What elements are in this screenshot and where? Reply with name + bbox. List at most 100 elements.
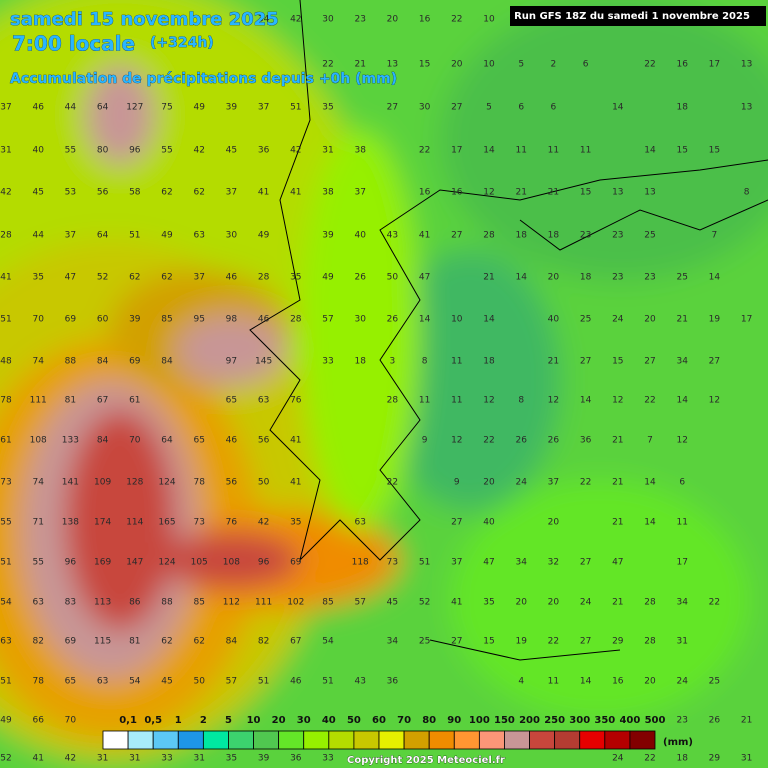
grid-value: 28 xyxy=(644,598,656,608)
legend-swatch xyxy=(202,730,229,750)
grid-value: 5 xyxy=(486,103,492,113)
grid-value: 33 xyxy=(161,754,172,764)
grid-value: 13 xyxy=(741,103,752,113)
grid-value: 46 xyxy=(226,273,238,283)
grid-value: 62 xyxy=(161,188,172,198)
grid-value: 76 xyxy=(226,518,238,528)
grid-value: 31 xyxy=(676,637,687,647)
grid-value: 108 xyxy=(223,558,240,568)
legend-label: 40 xyxy=(322,715,336,726)
grid-value: 85 xyxy=(161,315,172,325)
grid-value: 69 xyxy=(65,637,77,647)
grid-value: 25 xyxy=(419,637,430,647)
grid-value: 14 xyxy=(644,146,656,156)
grid-value: 12 xyxy=(483,396,494,406)
grid-value: 52 xyxy=(0,754,11,764)
grid-value: 41 xyxy=(290,478,301,488)
grid-value: 70 xyxy=(65,716,77,726)
grid-value: 47 xyxy=(612,558,623,568)
grid-value: 29 xyxy=(709,754,721,764)
grid-value: 21 xyxy=(354,60,365,70)
grid-value: 36 xyxy=(258,146,270,156)
grid-value: 50 xyxy=(387,273,399,283)
grid-value: 51 xyxy=(322,677,333,687)
grid-value: 21 xyxy=(515,188,526,198)
grid-value: 111 xyxy=(30,396,47,406)
grid-value: 36 xyxy=(387,677,399,687)
grid-value: 55 xyxy=(32,558,43,568)
grid-value: 11 xyxy=(451,357,462,367)
grid-value: 61 xyxy=(129,396,140,406)
grid-value: 22 xyxy=(419,146,430,156)
grid-value: 22 xyxy=(580,478,591,488)
grid-value: 63 xyxy=(354,518,365,528)
legend-swatch xyxy=(579,730,606,750)
grid-value: 21 xyxy=(483,273,494,283)
grid-value: 23 xyxy=(612,231,623,241)
grid-value: 20 xyxy=(515,598,527,608)
grid-value: 82 xyxy=(32,637,43,647)
grid-value: 27 xyxy=(387,103,398,113)
grid-value: 12 xyxy=(548,396,559,406)
grid-value: 21 xyxy=(548,357,559,367)
grid-value: 13 xyxy=(644,188,655,198)
grid-value: 42 xyxy=(65,754,76,764)
legend-label: 150 xyxy=(494,715,515,726)
legend-label: 5 xyxy=(225,715,232,726)
grid-value: 39 xyxy=(258,754,270,764)
legend-swatch xyxy=(353,730,380,750)
grid-value: 75 xyxy=(161,103,172,113)
legend-swatch xyxy=(253,730,280,750)
grid-value: 118 xyxy=(352,558,369,568)
grid-value: 23 xyxy=(580,231,591,241)
legend-label: 20 xyxy=(272,715,286,726)
grid-value: 35 xyxy=(483,598,494,608)
grid-value: 47 xyxy=(65,273,76,283)
grid-value: 63 xyxy=(0,637,11,647)
grid-value: 6 xyxy=(679,478,685,488)
grid-value: 20 xyxy=(548,518,560,528)
grid-value: 96 xyxy=(129,146,141,156)
grid-value: 51 xyxy=(129,231,140,241)
grid-value: 34 xyxy=(515,558,527,568)
grid-value: 22 xyxy=(451,15,462,25)
grid-value: 37 xyxy=(258,103,269,113)
grid-value: 22 xyxy=(644,60,655,70)
grid-value: 67 xyxy=(290,637,301,647)
grid-value: 6 xyxy=(518,103,524,113)
legend-swatch xyxy=(529,730,556,750)
grid-value: 21 xyxy=(741,716,752,726)
grid-value: 43 xyxy=(387,231,398,241)
grid-value: 12 xyxy=(709,396,720,406)
grid-value: 57 xyxy=(322,315,333,325)
grid-value: 35 xyxy=(322,103,333,113)
grid-value: 102 xyxy=(287,598,304,608)
grid-value: 12 xyxy=(612,396,623,406)
legend-swatch xyxy=(403,730,430,750)
grid-value: 34 xyxy=(676,357,688,367)
grid-value: 81 xyxy=(129,637,140,647)
grid-value: 11 xyxy=(419,396,430,406)
grid-value: 67 xyxy=(97,396,108,406)
grid-value: 47 xyxy=(483,558,494,568)
grid-value: 61 xyxy=(0,436,11,446)
grid-value: 28 xyxy=(644,637,656,647)
grid-value: 63 xyxy=(32,598,43,608)
legend-label: 350 xyxy=(594,715,615,726)
grid-value: 147 xyxy=(126,558,143,568)
legend-label: 250 xyxy=(544,715,565,726)
grid-value: 8 xyxy=(744,188,750,198)
grid-value: 7 xyxy=(647,436,653,446)
grid-value: 28 xyxy=(0,231,12,241)
grid-value: 69 xyxy=(129,357,141,367)
grid-value: 63 xyxy=(258,396,269,406)
legend-label: 500 xyxy=(645,715,666,726)
grid-value: 49 xyxy=(322,273,334,283)
coastline xyxy=(429,199,768,661)
grid-value: 43 xyxy=(354,677,365,687)
grid-value: 165 xyxy=(158,518,175,528)
subtitle: Accumulation de précipitations depuis +0… xyxy=(10,71,397,87)
grid-value: 62 xyxy=(161,637,172,647)
grid-value: 12 xyxy=(676,436,687,446)
